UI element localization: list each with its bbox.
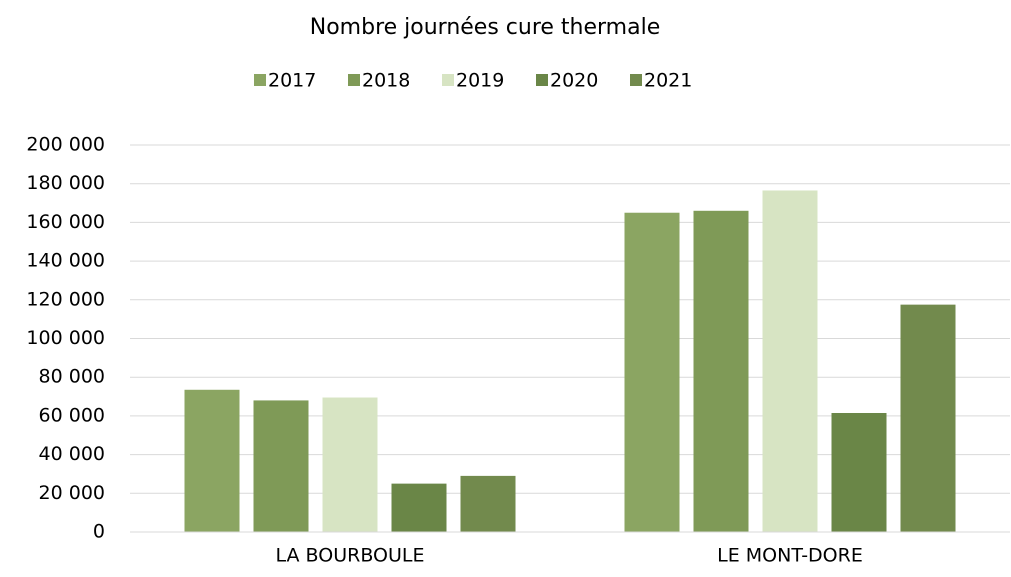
bar — [184, 389, 240, 532]
y-tick-label: 80 000 — [39, 366, 105, 388]
bar — [253, 400, 309, 532]
legend-label: 2019 — [456, 70, 504, 92]
legend-label: 2018 — [362, 70, 410, 92]
y-tick-label: 40 000 — [39, 443, 105, 465]
legend-swatch — [254, 74, 266, 86]
bar — [762, 190, 818, 532]
bar — [322, 397, 378, 532]
y-tick-label: 100 000 — [26, 327, 105, 349]
y-tick-label: 180 000 — [26, 172, 105, 194]
legend-swatch — [630, 74, 642, 86]
y-tick-label: 140 000 — [26, 250, 105, 272]
y-tick-label: 200 000 — [26, 134, 105, 156]
legend-label: 2020 — [550, 70, 598, 92]
y-tick-label: 120 000 — [26, 288, 105, 310]
legend-label: 2017 — [268, 70, 316, 92]
x-tick-label: LA BOURBOULE — [276, 545, 425, 567]
legend-label: 2021 — [644, 70, 692, 92]
chart-title: Nombre journées cure thermale — [310, 15, 661, 40]
y-tick-label: 160 000 — [26, 211, 105, 233]
legend-swatch — [442, 74, 454, 86]
bar — [831, 412, 887, 532]
bar — [460, 475, 516, 532]
bar — [693, 210, 749, 533]
bar — [391, 483, 447, 532]
x-tick-label: LE MONT-DORE — [717, 545, 863, 567]
y-tick-label: 60 000 — [39, 404, 105, 426]
legend-swatch — [536, 74, 548, 86]
legend-swatch — [348, 74, 360, 86]
y-tick-label: 20 000 — [39, 482, 105, 504]
bar — [624, 212, 680, 532]
y-tick-label: 0 — [93, 521, 105, 543]
bar — [900, 304, 956, 532]
